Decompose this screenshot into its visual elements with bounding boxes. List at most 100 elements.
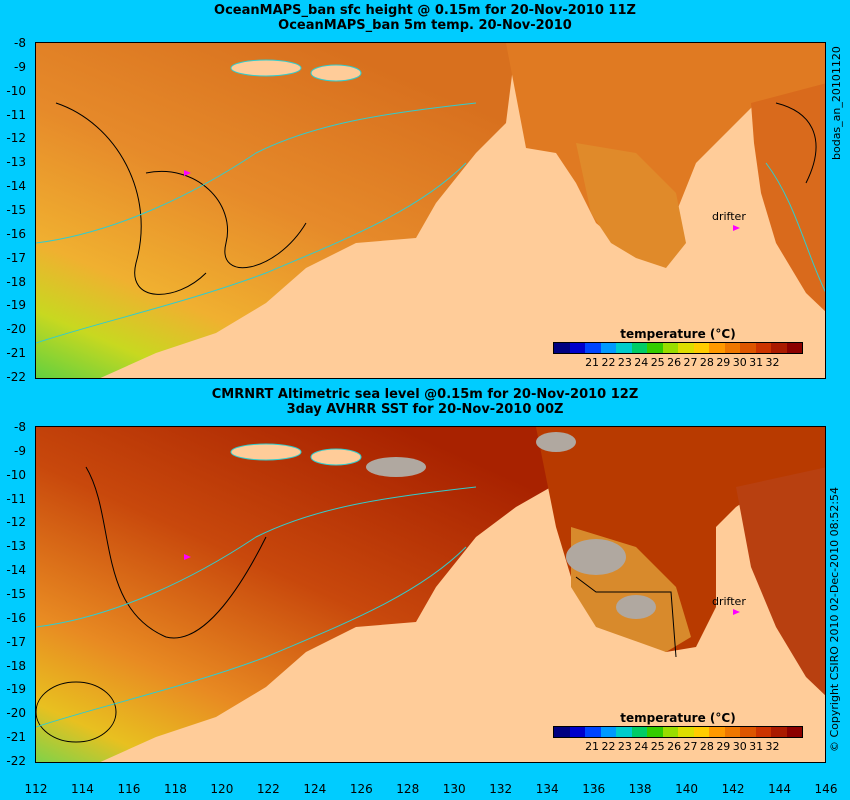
panel2-y-tick-label: -20 — [6, 706, 26, 721]
panel2-island — [310, 448, 362, 466]
panel1-island — [230, 59, 302, 77]
legend-tick-label: 31 — [749, 740, 764, 753]
panel1-drifter-marker-2 — [733, 225, 740, 231]
panel1-y-tick-label: -15 — [6, 203, 26, 217]
panel2-y-tick-label: -19 — [6, 682, 26, 697]
panel1-map-graphic — [36, 43, 825, 378]
panel1-y-tick-label: -19 — [6, 298, 26, 313]
panel1-contour-black — [775, 102, 817, 184]
legend-tick-label: 22 — [601, 740, 616, 753]
panel2-y-tick-label: -22 — [6, 754, 26, 768]
panel2-drifter-marker-1 — [184, 554, 191, 560]
panel2-cloud — [616, 595, 656, 619]
panel2-y-tick-label: -21 — [6, 730, 26, 745]
x-tick-label: 114 — [71, 782, 94, 796]
legend-tick-label: 31 — [749, 356, 764, 369]
panel1-y-tick-label: -11 — [6, 107, 26, 122]
panel1-contour-black — [145, 171, 307, 269]
panel1-contour-black — [55, 102, 207, 295]
x-tick-label: 116 — [117, 782, 141, 796]
legend-tick-label: 25 — [650, 740, 665, 753]
panel1-y-tick-label: -21 — [6, 346, 26, 361]
x-tick-label: 138 — [628, 782, 652, 796]
panel2-y-tick-label: -14 — [6, 563, 26, 578]
panel2-cloud — [366, 457, 426, 477]
legend-tick-label: 26 — [667, 740, 682, 753]
panel1-title-line2: OceanMAPS_ban 5m temp. 20-Nov-2010 — [278, 18, 572, 33]
panel1-y-tick-label: -8 — [14, 36, 26, 50]
legend-color-swatch — [631, 727, 647, 737]
legend-color-swatch — [600, 727, 616, 737]
panel2-y-tick-label: -11 — [6, 491, 26, 506]
legend-color-swatch — [678, 727, 694, 737]
panel1-y-tick-label: -18 — [6, 274, 26, 289]
legend-color-swatch — [554, 727, 570, 737]
legend-color-swatch — [662, 727, 678, 737]
x-tick-label: 140 — [675, 782, 699, 796]
panel1-y-tick-label: -12 — [6, 131, 26, 146]
legend-color-swatch — [647, 727, 663, 737]
legend-color-swatch — [709, 727, 725, 737]
legend-tick-label: 22 — [601, 356, 616, 369]
legend-color-swatch — [693, 727, 709, 737]
panel1-legend-colorbar — [553, 342, 803, 354]
x-tick-label: 126 — [349, 782, 373, 796]
panel1-island — [310, 64, 362, 82]
panel1-y-tick-label: -13 — [6, 155, 26, 170]
legend-color-swatch — [569, 727, 585, 737]
panel1-title-line1: OceanMAPS_ban sfc height @ 0.15m for 20-… — [214, 3, 636, 18]
panel1-map: drifter temperature (°C) 21 22 23 24 25 26 27 2… — [35, 42, 826, 379]
panel2-island — [230, 443, 302, 461]
legend-color-swatch — [786, 727, 802, 737]
panel1-y-tick-label: -17 — [6, 250, 26, 265]
panel1-ocean-north — [506, 43, 825, 253]
x-tick-label: 142 — [721, 782, 745, 796]
legend-color-swatch — [616, 727, 632, 737]
panel2-y-tick-label: -17 — [6, 634, 26, 649]
legend-color-swatch — [678, 343, 694, 353]
x-tick-label: 112 — [24, 782, 48, 796]
panel2-y-tick-label: -18 — [6, 658, 26, 673]
legend-tick-label: 21 — [585, 740, 600, 753]
legend-color-swatch — [771, 343, 787, 353]
legend-color-swatch — [740, 727, 756, 737]
panel2-legend-title: temperature (°C) — [620, 711, 736, 725]
panel1-y-tick-label: -10 — [6, 83, 26, 98]
legend-tick-label: 29 — [716, 356, 731, 369]
legend-color-swatch — [786, 343, 802, 353]
legend-color-swatch — [771, 727, 787, 737]
panel1-gulf — [576, 143, 686, 268]
panel2-title-line2: 3day AVHRR SST for 20-Nov-2010 00Z — [286, 402, 564, 417]
legend-color-swatch — [616, 343, 632, 353]
legend-color-swatch — [585, 343, 601, 353]
panel2-y-tick-label: -13 — [6, 539, 26, 554]
legend-color-swatch — [709, 343, 725, 353]
legend-color-swatch — [724, 343, 740, 353]
legend-color-swatch — [631, 343, 647, 353]
legend-tick-label: 21 — [585, 356, 600, 369]
panel2-legend-colorbar — [553, 726, 803, 738]
panel2-y-tick-label: -8 — [14, 420, 26, 434]
panel2-map-graphic — [36, 427, 825, 762]
panel1-side-label: bodas_an_20101120 — [830, 46, 843, 160]
panel2-y-tick-label: -15 — [6, 587, 26, 601]
panel2-contour-black — [575, 576, 677, 658]
x-tick-label: 134 — [535, 782, 559, 796]
legend-color-swatch — [647, 343, 663, 353]
panel1-ocean-west — [36, 43, 516, 378]
legend-tick-label: 25 — [650, 356, 665, 369]
panel2-y-tick-label: -9 — [14, 443, 26, 458]
panel1-y-tick-label: -22 — [6, 370, 26, 384]
panel2-map: drifter temperature (°C) 21 22 23 24 25 26 27 2… — [35, 426, 826, 763]
x-tick-label: 120 — [210, 782, 234, 796]
legend-tick-label: 28 — [699, 740, 714, 753]
legend-tick-label: 32 — [765, 356, 780, 369]
panel2-y-tick-label: -10 — [6, 467, 26, 482]
panel2-contour-black — [85, 466, 267, 639]
x-tick-label: 118 — [163, 782, 187, 796]
x-tick-label: 132 — [489, 782, 513, 796]
panel2-y-tick-label: -12 — [6, 515, 26, 530]
panel2-ocean-west — [36, 427, 556, 762]
legend-color-swatch — [600, 343, 616, 353]
panel1-drifter-marker-1 — [184, 170, 191, 176]
